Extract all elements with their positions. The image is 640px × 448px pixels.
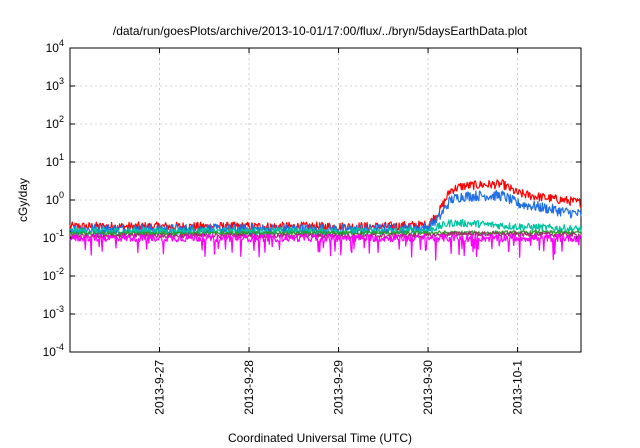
x-tick-label: 2013-10-1 [511, 360, 525, 415]
y-tick-label: 102 [46, 114, 64, 131]
y-tick-label: 104 [46, 38, 64, 55]
y-tick-label: 103 [46, 76, 64, 93]
series-line-5 [69, 231, 582, 239]
series-line-1 [69, 179, 582, 232]
y-tick-label: 10-1 [43, 228, 64, 245]
x-tick-label: 2013-9-30 [421, 360, 435, 415]
y-tick-label: 101 [46, 152, 64, 169]
x-tick-label: 2013-9-29 [332, 360, 346, 415]
y-tick-label: 10-4 [43, 342, 64, 359]
chart-title: /data/run/goesPlots/archive/2013-10-01/1… [112, 24, 528, 38]
x-tick-label: 2013-9-28 [242, 360, 256, 415]
series-line-2 [69, 189, 582, 236]
series-line-6 [69, 233, 582, 261]
y-tick-label: 10-3 [43, 304, 64, 321]
series-line-3 [69, 218, 582, 236]
x-tick-label: 2013-9-27 [153, 360, 167, 415]
y-tick-label: 10-2 [43, 266, 64, 283]
x-axis-label: Coordinated Universal Time (UTC) [227, 431, 413, 445]
y-tick-label: 100 [46, 190, 64, 207]
